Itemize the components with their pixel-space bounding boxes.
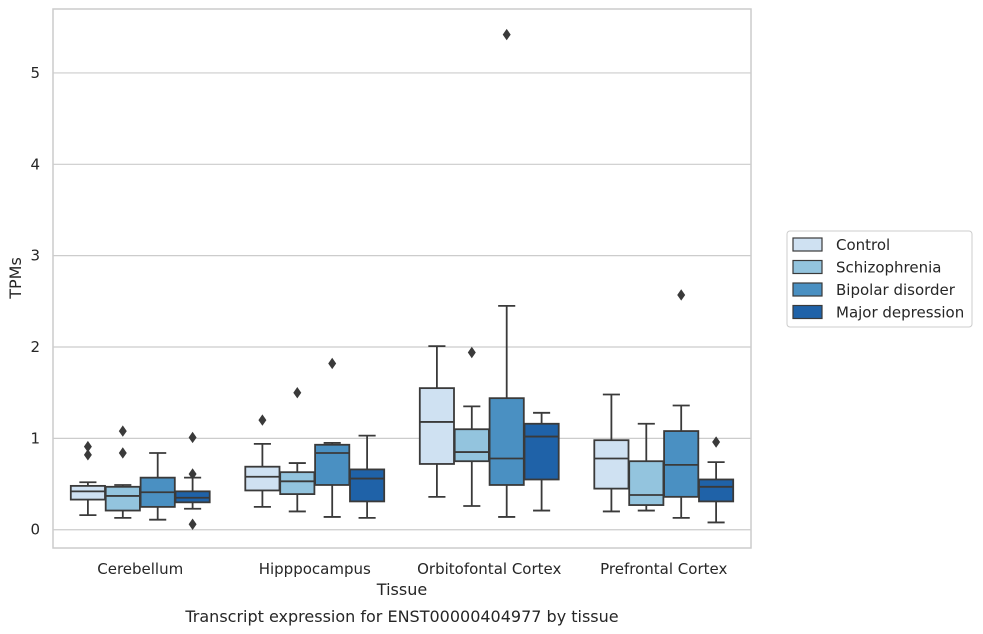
box-iqr [314,443,351,486]
series-0 [69,345,630,517]
box-iqr [593,439,630,490]
box-iqr [418,387,455,465]
x-axis-ticks: Cerebellum Hipppocampus Orbitofontal Corte… [97,560,727,578]
legend-label: Major depression [836,304,964,322]
y-tick-label: 4 [30,155,40,173]
outlier-point [118,447,127,459]
outlier-point [188,431,197,444]
y-tick-label: 3 [30,247,40,265]
outlier-point [188,518,197,530]
series-2 [139,28,700,521]
outlier-point [502,28,511,41]
box-iqr [663,430,700,498]
series-3 [174,411,735,530]
outlier-point [118,425,127,437]
outlier-point [188,468,197,480]
box-1-2 [314,357,351,518]
outlier-point [467,346,476,359]
outlier-point [258,414,267,426]
box-0-1 [104,425,141,519]
x-axis-title: Tissue [376,580,427,599]
box-2-0 [418,345,455,498]
chart-caption: Transcript expression for ENST0000040497… [184,607,618,626]
legend-label: Bipolar disorder [836,281,956,299]
box-iqr [453,428,490,463]
y-axis-title: TPMs [6,257,25,300]
box-2-2 [488,28,525,518]
plot-frame [52,8,752,549]
box-iqr [488,397,525,486]
box-1-0 [244,414,281,508]
outlier-point [677,289,686,301]
legend-label: Schizophrenia [836,259,941,277]
box-iqr [279,471,316,496]
outlier-point [712,436,721,448]
x-tick-label: Orbitofontal Cortex [417,560,561,578]
box-0-3 [174,431,211,530]
box-iqr [244,465,281,492]
legend-label: Control [836,236,890,254]
box-1-3 [349,434,386,519]
y-tick-label: 1 [30,429,40,447]
box-3-3 [698,436,735,524]
plot-area [53,9,751,548]
gridlines [53,72,751,531]
legend-swatch [792,237,823,252]
legend: Control Schizophrenia Bipolar disorder Majo… [786,230,973,328]
outlier-point [328,357,337,370]
legend-frame [786,230,973,328]
legend-swatch [792,282,823,297]
box-0-2 [139,452,176,521]
outlier-point [83,449,92,461]
y-axis-ticks: 0 1 2 3 4 5 [30,64,40,539]
y-tick-label: 5 [30,64,40,82]
box-1-1 [279,386,316,513]
box-iqr [349,468,386,503]
box-iqr [523,422,560,481]
x-tick-label: Cerebellum [97,560,183,578]
outlier-point [293,386,302,399]
y-tick-label: 2 [30,338,40,356]
box-iqr [69,484,106,501]
box-3-0 [593,393,630,513]
legend-swatch [792,259,823,275]
box-iqr [628,460,665,506]
box-iqr [104,485,141,512]
x-tick-label: Prefrontal Cortex [600,560,727,578]
box-2-3 [523,411,560,512]
box-iqr [174,490,211,504]
x-tick-label: Hipppocampus [259,560,371,578]
box-3-2 [663,289,700,519]
outlier-point [83,440,92,453]
legend-swatch [792,304,823,320]
box-iqr [698,478,735,503]
box-series [69,28,735,530]
y-tick-label: 0 [30,521,40,539]
